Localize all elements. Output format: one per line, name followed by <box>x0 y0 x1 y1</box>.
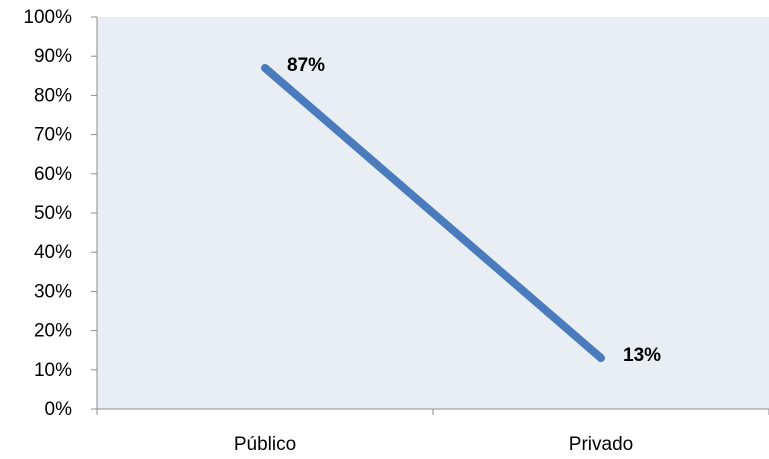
data-label: 87% <box>287 55 325 76</box>
data-labels: 87% 13% <box>287 55 661 366</box>
y-tick-label: 70% <box>34 125 72 146</box>
x-tick-label: Público <box>234 434 296 455</box>
series-line <box>261 63 605 363</box>
y-tick-label: 20% <box>34 321 72 342</box>
x-axis-tick-labels: Público Privado <box>234 434 633 455</box>
y-tick-label: 0% <box>45 399 73 420</box>
y-tick-label: 90% <box>34 46 72 67</box>
y-tick-label: 30% <box>34 281 72 302</box>
axes <box>91 16 769 415</box>
y-tick-label: 10% <box>34 360 72 381</box>
y-tick-label: 60% <box>34 164 72 185</box>
series-group <box>261 63 605 363</box>
x-tick-label: Privado <box>569 434 633 455</box>
data-label: 13% <box>623 345 661 366</box>
y-tick-label: 80% <box>34 85 72 106</box>
y-tick-label: 40% <box>34 242 72 263</box>
y-tick-label: 50% <box>34 203 72 224</box>
y-tick-label: 100% <box>23 7 72 28</box>
y-axis-tick-labels: 0% 10% 20% 30% 40% 50% 60% 70% 80% 90% 100% <box>23 7 72 420</box>
